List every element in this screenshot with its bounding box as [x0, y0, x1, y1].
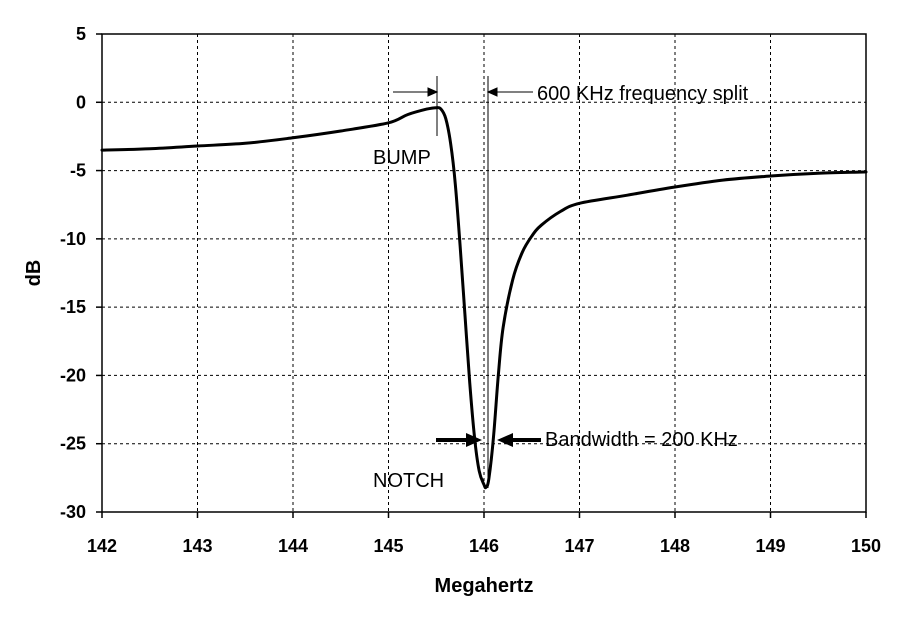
annotation-notch: NOTCH — [373, 470, 444, 492]
x-axis-title: Megahertz — [435, 575, 534, 597]
y-tick-label: -30 — [60, 502, 86, 522]
series-line — [100, 106, 868, 490]
bandwidth-left-arrow-head — [466, 433, 482, 447]
bandwidth-right-arrow-head — [497, 433, 513, 447]
annotation-bump: BUMP — [373, 147, 431, 169]
x-tick-label: 145 — [373, 536, 403, 556]
bump-arrow-head — [427, 87, 439, 97]
y-axis-title: dB — [23, 260, 45, 287]
y-tick-label: -10 — [60, 229, 86, 249]
x-tick-label: 149 — [755, 536, 785, 556]
y-tick-label: -25 — [60, 434, 86, 454]
grid-lines — [102, 34, 866, 512]
x-tick-label: 148 — [660, 536, 690, 556]
x-tick-label: 150 — [851, 536, 881, 556]
y-tick-label: -20 — [60, 365, 86, 385]
y-tick-label: -15 — [60, 297, 86, 317]
x-tick-label: 143 — [182, 536, 212, 556]
y-tick-label: 5 — [76, 24, 86, 44]
x-tick-label: 142 — [87, 536, 117, 556]
frequency-split-markers — [393, 76, 533, 488]
split-arrow-head — [486, 87, 498, 97]
y-tick-label: -5 — [70, 161, 86, 181]
plot-area-border — [101, 33, 867, 513]
tick-labels: 142 143 144 145 146 147 148 149 150 5 0 -5 -10 -15 -20… — [60, 24, 881, 556]
annotation-bandwidth: Bandwidth = 200 KHz — [545, 429, 738, 451]
bandwidth-arrows — [436, 433, 541, 447]
x-tick-label: 147 — [564, 536, 594, 556]
y-tick-label: 0 — [76, 92, 86, 112]
x-tick-label: 146 — [469, 536, 499, 556]
annotation-frequency-split: 600 KHz frequency split — [537, 83, 749, 105]
x-tick-label: 144 — [278, 536, 308, 556]
